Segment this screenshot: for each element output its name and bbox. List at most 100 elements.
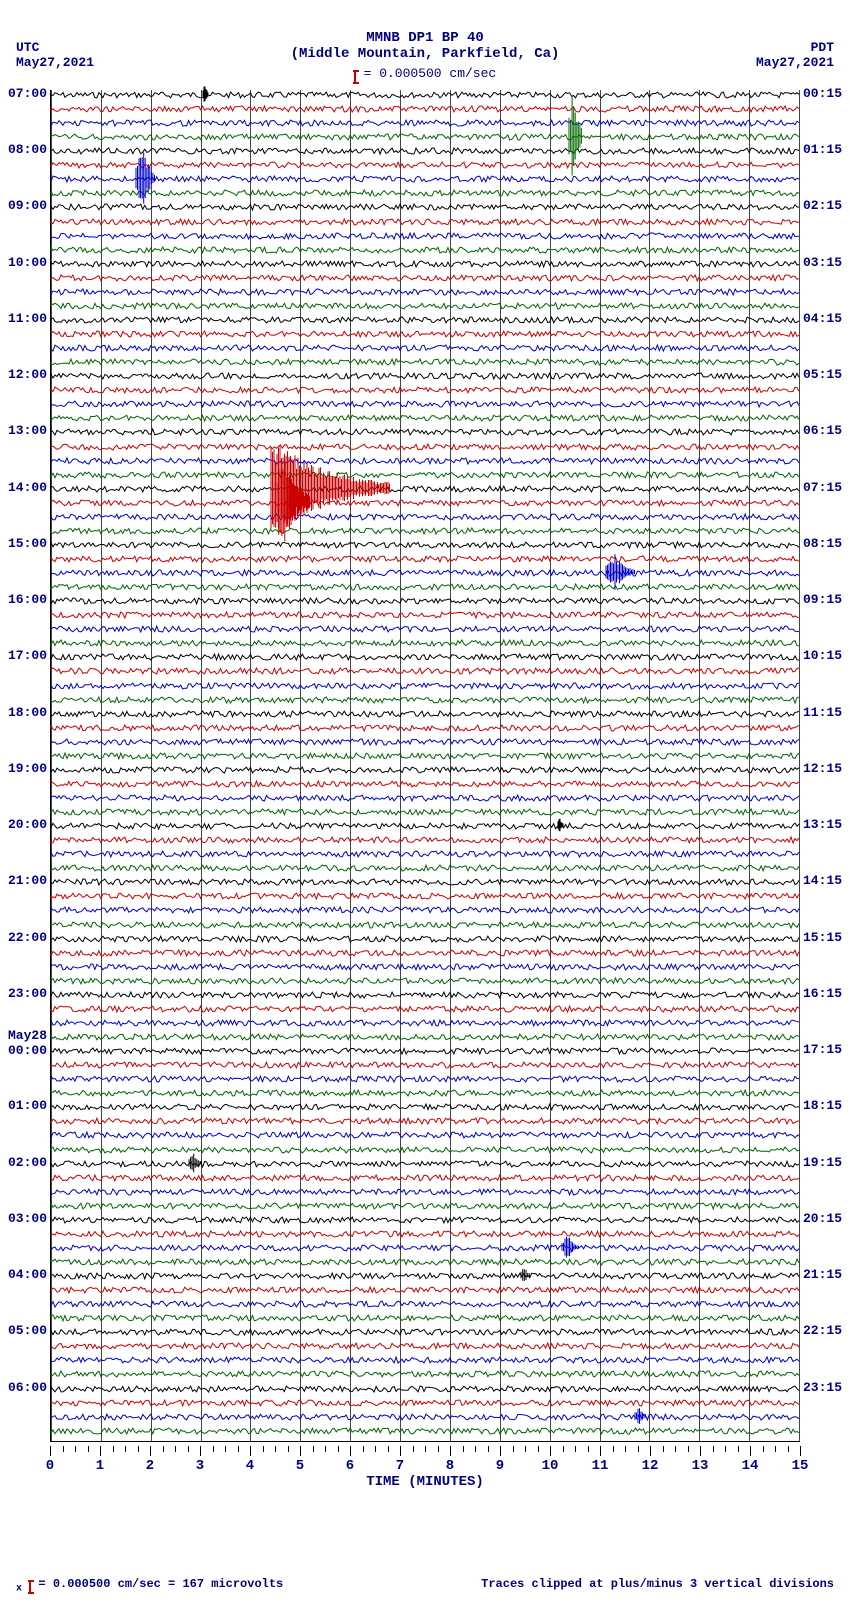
x-tick-label: 14 bbox=[742, 1458, 759, 1474]
x-tick-label: 1 bbox=[96, 1458, 104, 1474]
seismic-trace: 03:0020:15 bbox=[51, 1219, 799, 1221]
time-label-pdt: 02:15 bbox=[803, 198, 842, 213]
time-label-pdt: 05:15 bbox=[803, 367, 842, 382]
x-tick-label: 3 bbox=[196, 1458, 204, 1474]
x-tick-minor bbox=[563, 1446, 564, 1452]
time-label-utc: 18:00 bbox=[8, 705, 47, 720]
seismic-trace: 01:0018:15 bbox=[51, 1106, 799, 1108]
seismic-trace bbox=[51, 164, 799, 166]
time-label-utc: 09:00 bbox=[8, 198, 47, 213]
footer-right: Traces clipped at plus/minus 3 vertical … bbox=[481, 1577, 834, 1595]
seismic-trace bbox=[51, 909, 799, 911]
time-label-pdt: 15:15 bbox=[803, 930, 842, 945]
x-axis: TIME (MINUTES) 0123456789101112131415 bbox=[50, 1446, 800, 1486]
seismic-trace bbox=[51, 221, 799, 223]
seismic-trace bbox=[51, 1289, 799, 1291]
time-label-pdt: 03:15 bbox=[803, 255, 842, 270]
seismic-trace bbox=[51, 1120, 799, 1122]
x-tick-minor bbox=[363, 1446, 364, 1452]
seismic-trace bbox=[51, 502, 799, 504]
time-label-pdt: 23:15 bbox=[803, 1380, 842, 1395]
seismic-trace bbox=[51, 1149, 799, 1151]
seismic-trace bbox=[51, 1303, 799, 1305]
seismic-trace bbox=[51, 853, 799, 855]
x-tick-minor bbox=[238, 1446, 239, 1452]
seismic-trace: 15:0008:15 bbox=[51, 544, 799, 546]
vgrid-line bbox=[799, 90, 800, 1441]
seismic-trace bbox=[51, 347, 799, 349]
x-tick bbox=[800, 1446, 801, 1456]
time-label-pdt: 06:15 bbox=[803, 423, 842, 438]
x-tick-minor bbox=[725, 1446, 726, 1452]
seismic-trace bbox=[51, 966, 799, 968]
x-tick-minor bbox=[113, 1446, 114, 1452]
x-tick-minor bbox=[188, 1446, 189, 1452]
seismic-trace bbox=[51, 1078, 799, 1080]
x-tick bbox=[400, 1446, 401, 1456]
seismic-trace: 22:0015:15 bbox=[51, 938, 799, 940]
seismic-trace bbox=[51, 305, 799, 307]
time-label-pdt: 00:15 bbox=[803, 86, 842, 101]
time-label-utc: 06:00 bbox=[8, 1380, 47, 1395]
seismic-trace bbox=[51, 530, 799, 532]
seismic-trace bbox=[51, 783, 799, 785]
time-label-utc: 03:00 bbox=[8, 1211, 47, 1226]
seismic-trace: 11:0004:15 bbox=[51, 319, 799, 321]
seismic-trace bbox=[51, 628, 799, 630]
x-tick bbox=[300, 1446, 301, 1456]
x-tick bbox=[700, 1446, 701, 1456]
seismic-trace bbox=[51, 572, 799, 574]
x-tick-label: 5 bbox=[296, 1458, 304, 1474]
seismic-trace bbox=[51, 1233, 799, 1235]
seismogram-traces: 07:0000:1508:0001:1509:0002:1510:0003:15… bbox=[51, 90, 799, 1441]
time-label-pdt: 22:15 bbox=[803, 1323, 842, 1338]
seismic-trace bbox=[51, 403, 799, 405]
x-tick-minor bbox=[775, 1446, 776, 1452]
time-label-pdt: 10:15 bbox=[803, 648, 842, 663]
x-tick-minor bbox=[788, 1446, 789, 1452]
time-label-utc: 23:00 bbox=[8, 986, 47, 1001]
seismic-trace bbox=[51, 446, 799, 448]
x-tick-minor bbox=[663, 1446, 664, 1452]
time-label-pdt: 12:15 bbox=[803, 761, 842, 776]
time-label-pdt: 18:15 bbox=[803, 1098, 842, 1113]
time-label-pdt: 04:15 bbox=[803, 311, 842, 326]
seismic-trace bbox=[51, 685, 799, 687]
x-tick-minor bbox=[388, 1446, 389, 1452]
seismic-event bbox=[558, 817, 564, 833]
scale-bar-footer-icon bbox=[29, 1580, 31, 1594]
seismic-trace bbox=[51, 1134, 799, 1136]
seismic-trace: 06:0023:15 bbox=[51, 1388, 799, 1390]
seismic-trace bbox=[51, 1402, 799, 1404]
x-tick bbox=[50, 1446, 51, 1456]
x-tick-minor bbox=[325, 1446, 326, 1452]
time-label-pdt: 13:15 bbox=[803, 817, 842, 832]
seismic-trace bbox=[51, 1008, 799, 1010]
seismic-trace: 12:0005:15 bbox=[51, 375, 799, 377]
seismic-event bbox=[562, 1237, 580, 1257]
seismic-event bbox=[606, 558, 636, 586]
seismic-trace bbox=[51, 389, 799, 391]
seismic-trace bbox=[51, 361, 799, 363]
x-tick-minor bbox=[63, 1446, 64, 1452]
x-tick-minor bbox=[75, 1446, 76, 1452]
seismic-trace: 19:0012:15 bbox=[51, 769, 799, 771]
x-tick-label: 11 bbox=[592, 1458, 609, 1474]
time-label-utc: 07:00 bbox=[8, 86, 47, 101]
time-label-utc: 10:00 bbox=[8, 255, 47, 270]
time-label-pdt: 11:15 bbox=[803, 705, 842, 720]
x-tick-minor bbox=[575, 1446, 576, 1452]
time-label-utc: 22:00 bbox=[8, 930, 47, 945]
seismic-trace bbox=[51, 699, 799, 701]
seismic-trace bbox=[51, 741, 799, 743]
x-tick bbox=[150, 1446, 151, 1456]
seismic-event bbox=[189, 1153, 203, 1173]
x-tick-minor bbox=[488, 1446, 489, 1452]
x-tick bbox=[100, 1446, 101, 1456]
seismic-trace bbox=[51, 867, 799, 869]
seismic-trace bbox=[51, 558, 799, 560]
time-label-utc: 08:00 bbox=[8, 142, 47, 157]
time-label-utc: 02:00 bbox=[8, 1155, 47, 1170]
time-label-utc: 05:00 bbox=[8, 1323, 47, 1338]
x-tick bbox=[250, 1446, 251, 1456]
